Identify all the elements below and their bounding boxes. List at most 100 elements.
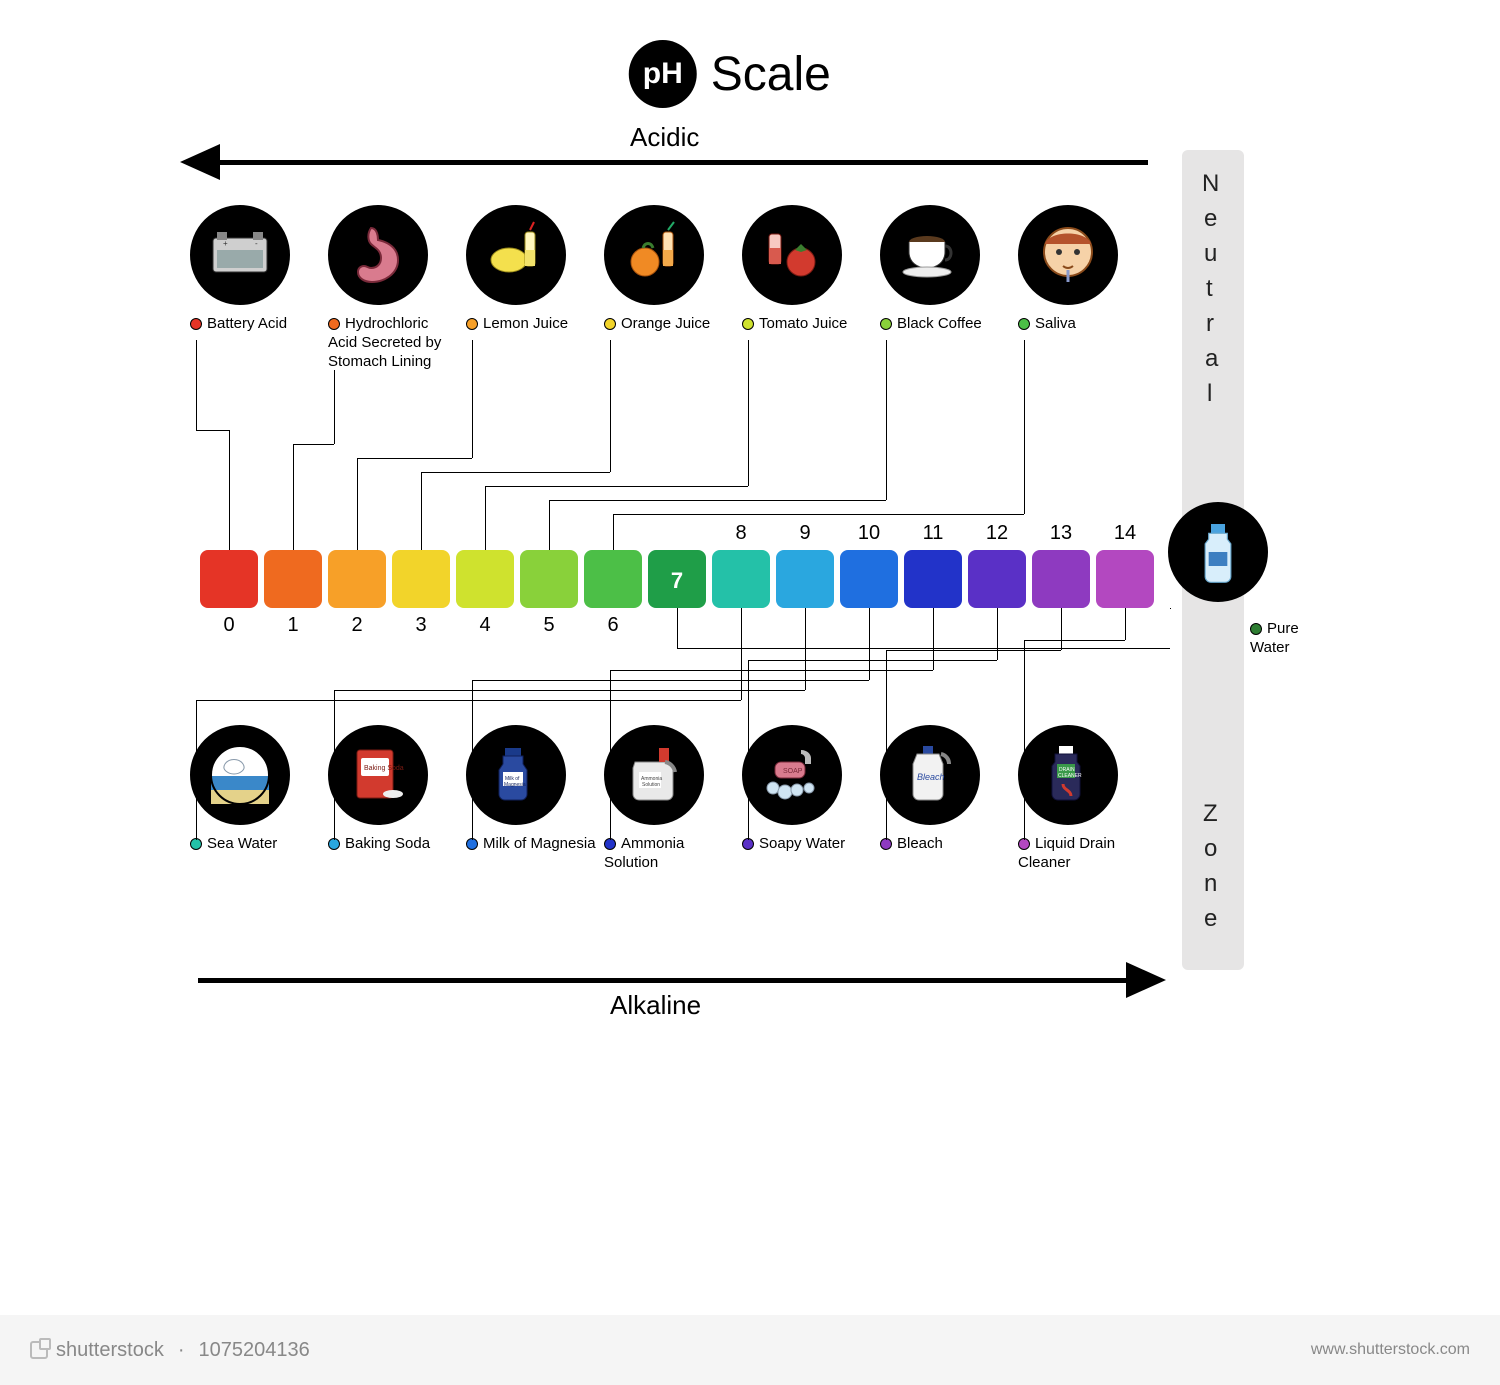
ph-scale-infographic: pH Scale Acidic Alkaline N e u t r a l Z… (170, 40, 1330, 1040)
connector (613, 514, 614, 550)
stock-footer: shutterstock · 1075204136 www.shuttersto… (0, 1315, 1500, 1385)
dot-icon (742, 318, 754, 330)
neutral-letter: e (1204, 905, 1217, 933)
scale-box-8: 8 (712, 550, 770, 608)
item-label: Baking Soda (328, 835, 430, 854)
acidic-item-6: Saliva (1018, 205, 1118, 334)
scale-box-2: 2 (328, 550, 386, 608)
scale-number: 4 (456, 614, 514, 637)
connector (293, 444, 334, 445)
stomach-icon (328, 205, 428, 305)
svg-text:+: + (223, 239, 228, 248)
neutral-letter: l (1207, 380, 1212, 408)
connector (196, 430, 229, 431)
svg-text:SOAP: SOAP (783, 768, 803, 775)
dot-icon (1250, 623, 1262, 635)
connector (421, 472, 422, 550)
connector (1024, 640, 1025, 840)
connector (421, 472, 610, 473)
acidic-item-3: Orange Juice (604, 205, 710, 334)
alkaline-item-8: Sea Water (190, 725, 290, 854)
drain-icon: DRAINCLEANER (1018, 725, 1118, 825)
item-label: Orange Juice (604, 315, 710, 334)
dot-icon (880, 318, 892, 330)
connector (613, 514, 1024, 515)
scale-number: 3 (392, 614, 450, 637)
acidic-arrowhead (180, 144, 220, 180)
connector (334, 370, 335, 444)
connector (677, 608, 678, 648)
ph-badge: pH (629, 40, 697, 108)
ph-scale-row: 01234567891011121314 (200, 550, 1160, 608)
title-text: Scale (711, 47, 831, 102)
scale-box-10: 10 (840, 550, 898, 608)
item-label: Hydrochloric Acid Secreted by Stomach Li… (328, 315, 458, 371)
neutral-item-label: Pure Water (1250, 620, 1330, 658)
bakingsoda-icon: Baking Soda (328, 725, 428, 825)
svg-text:Solution: Solution (642, 782, 660, 788)
scale-number: 11 (904, 522, 962, 545)
acidic-label: Acidic (630, 122, 699, 153)
face-icon (1018, 205, 1118, 305)
alkaline-item-13: BleachBleach (880, 725, 980, 854)
alkaline-item-14: DRAINCLEANER Liquid Drain Cleaner (1018, 725, 1148, 873)
dot-icon (604, 318, 616, 330)
svg-text:-: - (255, 239, 258, 248)
connector (748, 660, 997, 661)
connector (610, 340, 611, 472)
orange-icon (604, 205, 704, 305)
footer-brand: shutterstock · 1075204136 (30, 1339, 310, 1362)
scale-number: 14 (1096, 522, 1154, 545)
scale-box-5: 5 (520, 550, 578, 608)
scale-box-11: 11 (904, 550, 962, 608)
alkaline-item-9: Baking Soda Baking Soda (328, 725, 430, 854)
connector (886, 340, 887, 500)
bleach-icon: Bleach (880, 725, 980, 825)
connector (196, 340, 197, 430)
item-label: Saliva (1018, 315, 1118, 334)
scale-number: 12 (968, 522, 1026, 545)
alkaline-arrow-line (198, 978, 1128, 983)
neutral-letter: a (1205, 345, 1218, 373)
acidic-arrow-line (218, 160, 1148, 165)
item-label: Liquid Drain Cleaner (1018, 835, 1148, 873)
acidic-item-2: Lemon Juice (466, 205, 568, 334)
milkmag-icon: Milk ofMagnesia (466, 725, 566, 825)
item-label: Soapy Water (742, 835, 845, 854)
neutral-letter: N (1202, 170, 1219, 198)
connector (549, 500, 886, 501)
item-label: Lemon Juice (466, 315, 568, 334)
scale-box-3: 3 (392, 550, 450, 608)
tomato-icon (742, 205, 842, 305)
alkaline-arrowhead (1126, 962, 1166, 998)
item-label: Black Coffee (880, 315, 982, 334)
connector (357, 458, 358, 550)
acidic-item-5: Black Coffee (880, 205, 982, 334)
connector (549, 500, 550, 550)
dot-icon (1018, 318, 1030, 330)
svg-text:Bleach: Bleach (917, 772, 945, 782)
connector (997, 608, 998, 660)
scale-number: 6 (584, 614, 642, 637)
sea-icon (190, 725, 290, 825)
item-label: Tomato Juice (742, 315, 847, 334)
connector (805, 608, 806, 690)
acidic-item-1: Hydrochloric Acid Secreted by Stomach Li… (328, 205, 458, 371)
connector (1061, 608, 1062, 650)
scale-box-6: 6 (584, 550, 642, 608)
scale-number: 0 (200, 614, 258, 637)
scale-number: 1 (264, 614, 322, 637)
scale-number: 2 (328, 614, 386, 637)
scale-number: 8 (712, 522, 770, 545)
connector (472, 680, 869, 681)
scale-number: 9 (776, 522, 834, 545)
scale-box-13: 13 (1032, 550, 1090, 608)
scale-box-4: 4 (456, 550, 514, 608)
connector (741, 608, 742, 700)
connector (1024, 340, 1025, 514)
alkaline-label: Alkaline (610, 990, 701, 1021)
scale-box-1: 1 (264, 550, 322, 608)
alkaline-item-10: Milk ofMagnesiaMilk of Magnesia (466, 725, 596, 854)
item-label: Ammonia Solution (604, 835, 734, 873)
acidic-item-4: Tomato Juice (742, 205, 847, 334)
